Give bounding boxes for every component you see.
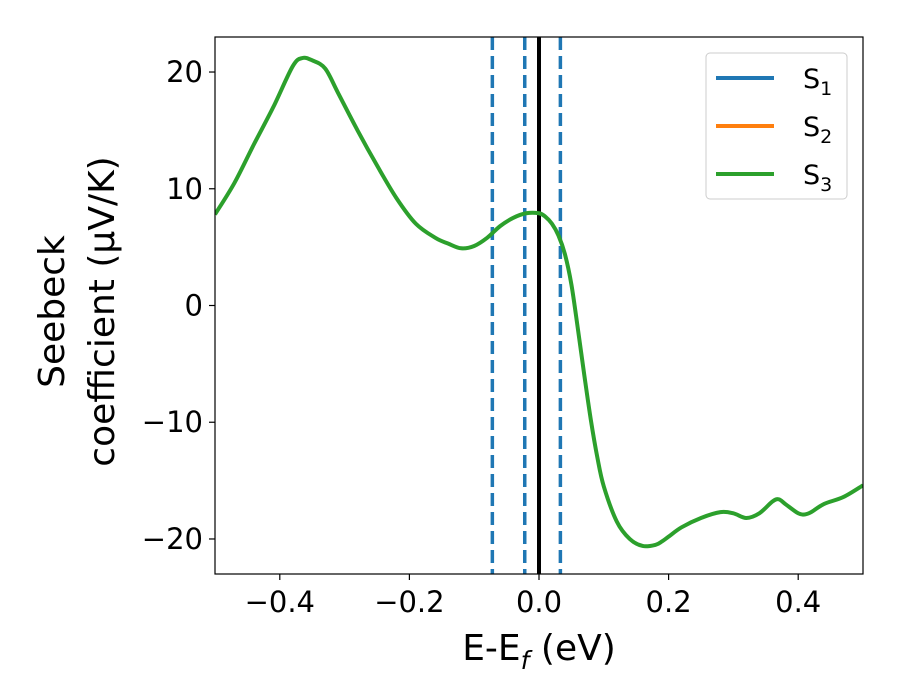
x-tick-label: 0.0	[516, 585, 562, 619]
x-axis-label: E-Ef (eV)	[462, 628, 616, 675]
y-tick-label: 10	[166, 172, 203, 206]
y-axis-label-line1: Seebeck	[32, 235, 73, 388]
y-tick-label: −20	[142, 522, 203, 556]
y-tick-label: 20	[166, 55, 203, 89]
axis-labels: E-Ef (eV) Seebeck coefficient (μV/K)	[32, 156, 616, 675]
y-axis-label-line2: coefficient (μV/K)	[82, 156, 123, 466]
x-tick-label: −0.4	[245, 585, 315, 619]
x-tick-label: 0.4	[775, 585, 821, 619]
plot-area	[215, 37, 863, 574]
axes: −0.4 −0.2 0.0 0.2 0.4 20 10 0 −10 −20	[142, 36, 864, 619]
legend-label-2: S2	[803, 112, 832, 148]
x-tick-label: 0.2	[646, 585, 692, 619]
y-tick-label: −10	[142, 405, 203, 439]
y-tick-label: 0	[185, 289, 203, 323]
x-tick-label: −0.2	[374, 585, 444, 619]
legend-label-3: S3	[803, 160, 832, 196]
legend: S1 S2 S3	[705, 52, 848, 200]
legend-label-1: S1	[803, 64, 832, 100]
series-line-3	[215, 55, 863, 549]
legend-box	[705, 52, 848, 200]
